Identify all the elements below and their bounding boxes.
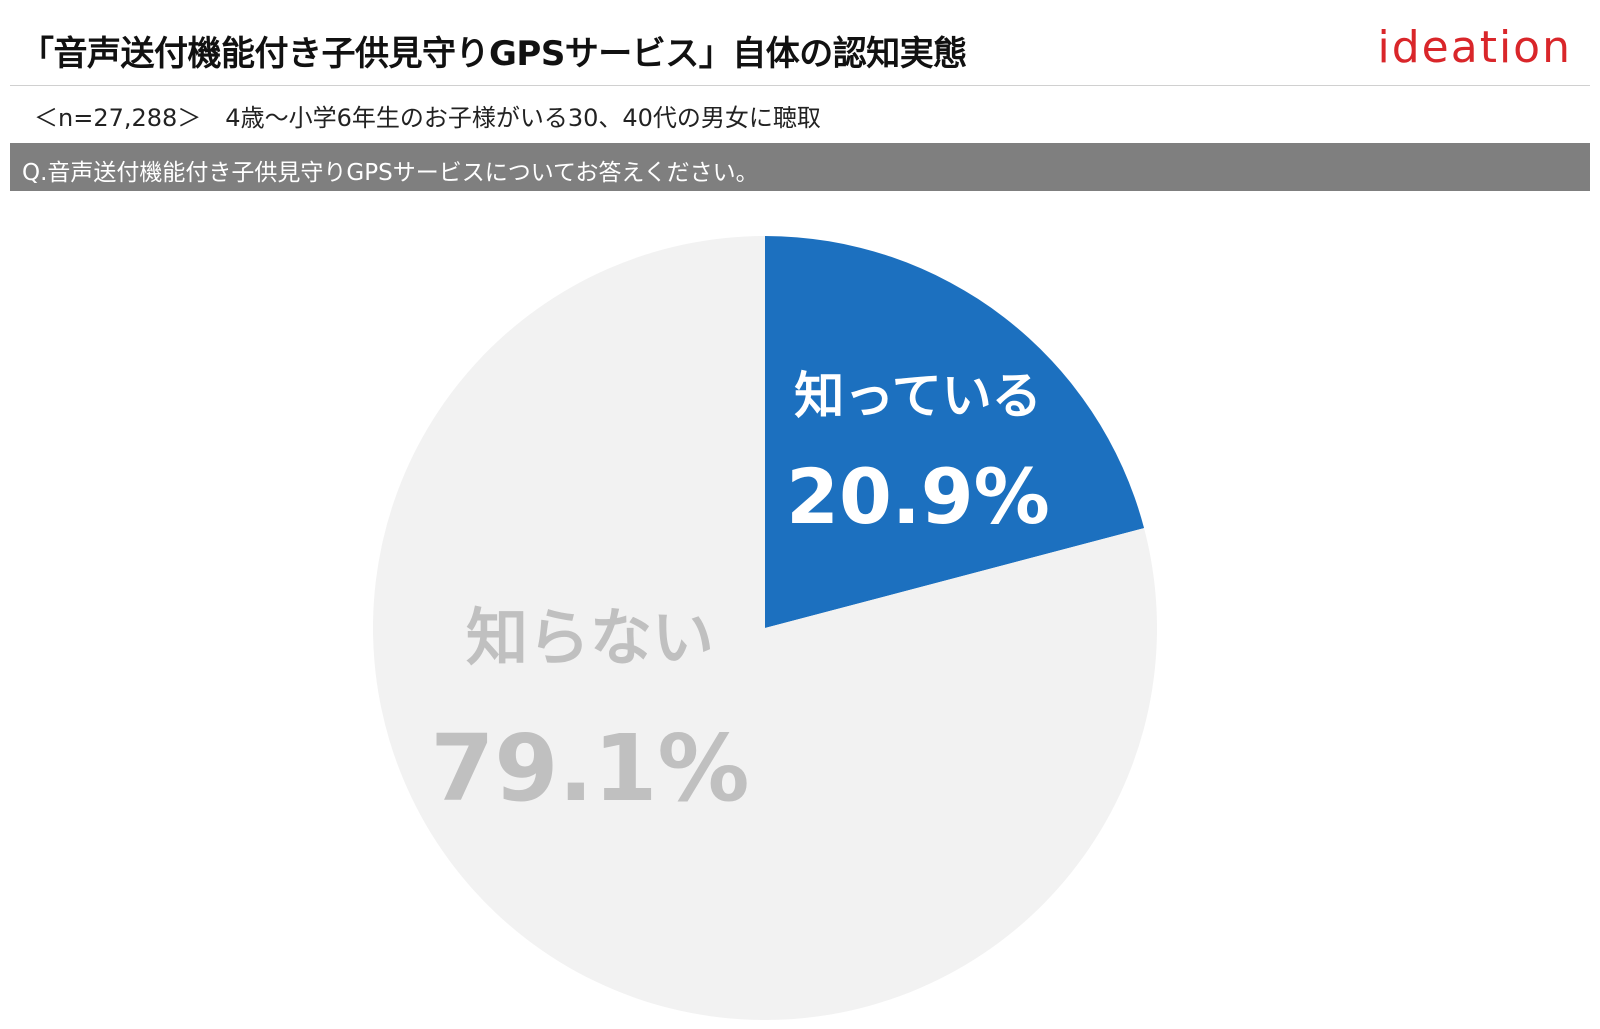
slice-value-unknown: 79.1% [430,715,749,822]
page-title: 「音声送付機能付き子供見守りGPSサービス」自体の認知実態 [20,34,967,74]
header-divider [10,85,1590,86]
slice-label-unknown: 知らない [466,601,714,674]
pie-slice-known [765,236,1145,628]
pie-slice-unknown [373,236,1157,1020]
ideation-logo: ideation [1377,22,1572,73]
question-text: Q.音声送付機能付き子供見守りGPSサービスについてお答えください。 [22,160,759,186]
slice-label-known: 知っている [794,367,1042,425]
slice-value-known: 20.9% [786,452,1050,541]
sample-description: ＜n=27,288＞ 4歳～小学6年生のお子様がいる30、40代の男女に聴取 [34,104,821,132]
question-bar: Q.音声送付機能付き子供見守りGPSサービスについてお答えください。 [10,143,1590,191]
